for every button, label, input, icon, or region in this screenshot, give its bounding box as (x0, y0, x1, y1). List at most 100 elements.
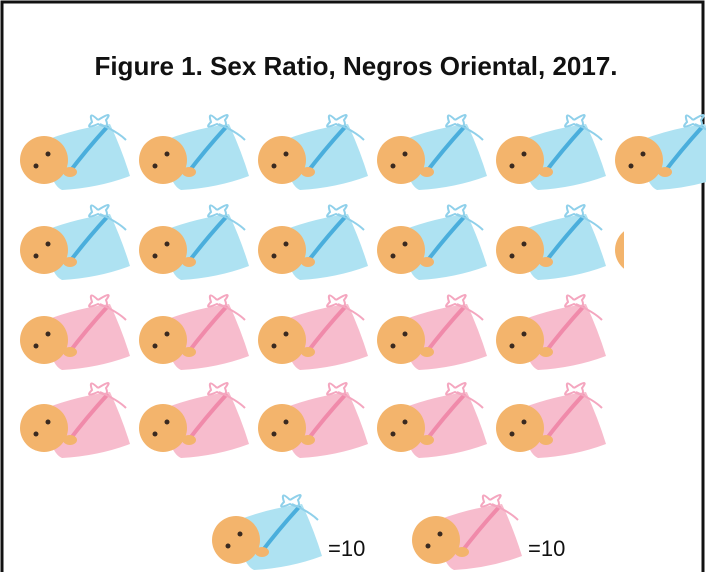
icon (258, 382, 368, 458)
eye (509, 163, 515, 169)
eye (225, 543, 231, 549)
icon (496, 114, 606, 190)
eye (45, 151, 51, 157)
eye (402, 241, 408, 247)
eye (641, 242, 646, 247)
bow (207, 382, 246, 409)
icon (615, 114, 706, 190)
eye (640, 151, 646, 157)
face (412, 516, 460, 564)
hand (539, 435, 553, 445)
hand (658, 257, 672, 267)
eye (283, 241, 289, 247)
eye (437, 531, 443, 537)
face (20, 316, 68, 364)
icon (258, 294, 368, 370)
eye (283, 331, 289, 337)
legend-icon (212, 494, 322, 570)
eye (164, 241, 170, 247)
bow (88, 114, 127, 141)
hand (539, 167, 553, 177)
bow (326, 114, 365, 141)
eye (152, 343, 158, 349)
icon (139, 204, 249, 280)
bow (445, 382, 484, 409)
face (258, 226, 306, 274)
bow (326, 382, 365, 409)
eye (402, 151, 408, 157)
hand (420, 167, 434, 177)
icon (615, 231, 672, 269)
face (377, 226, 425, 274)
eye (33, 163, 39, 169)
bow (280, 494, 319, 521)
icon (258, 114, 368, 190)
eye (152, 163, 158, 169)
bow (445, 204, 484, 231)
eye (521, 331, 527, 337)
face (139, 226, 187, 274)
hand (301, 167, 315, 177)
face (139, 404, 187, 452)
hand (63, 257, 77, 267)
hand (420, 257, 434, 267)
hand (182, 347, 196, 357)
bow (207, 294, 246, 321)
legend-label: =10 (528, 536, 565, 561)
face (377, 404, 425, 452)
chart-title: Figure 1. Sex Ratio, Negros Oriental, 20… (94, 51, 617, 81)
face (496, 136, 544, 184)
face (377, 136, 425, 184)
face (615, 136, 663, 184)
face (377, 316, 425, 364)
eye (425, 543, 431, 549)
eye (283, 151, 289, 157)
face (258, 316, 306, 364)
eye (390, 253, 396, 259)
bow (207, 204, 246, 231)
eye (33, 253, 39, 259)
eye (152, 253, 158, 259)
eye (509, 431, 515, 437)
icon (20, 114, 130, 190)
eye (509, 253, 515, 259)
eye (45, 241, 51, 247)
icon (377, 382, 487, 458)
hand (301, 257, 315, 267)
hand (539, 257, 553, 267)
eye (237, 531, 243, 537)
eye (33, 431, 39, 437)
face (496, 226, 544, 274)
bow (326, 294, 365, 321)
bow (88, 382, 127, 409)
eye (45, 331, 51, 337)
hand (63, 167, 77, 177)
hand (63, 347, 77, 357)
hand (182, 257, 196, 267)
eye (164, 331, 170, 337)
hand (63, 435, 77, 445)
eye (164, 419, 170, 425)
icon (377, 114, 487, 190)
legend-label: =10 (328, 536, 365, 561)
eye (271, 253, 277, 259)
eye (402, 419, 408, 425)
bow (445, 114, 484, 141)
icon (20, 204, 130, 280)
bow (445, 294, 484, 321)
eye (509, 343, 515, 349)
bow (564, 204, 603, 231)
bow (326, 204, 365, 231)
bow (564, 382, 603, 409)
icon (258, 204, 368, 280)
face (139, 316, 187, 364)
eye (152, 431, 158, 437)
face (212, 516, 260, 564)
face (615, 231, 624, 269)
hand (658, 167, 672, 177)
bow (207, 114, 246, 141)
bow (564, 294, 603, 321)
hand (420, 435, 434, 445)
